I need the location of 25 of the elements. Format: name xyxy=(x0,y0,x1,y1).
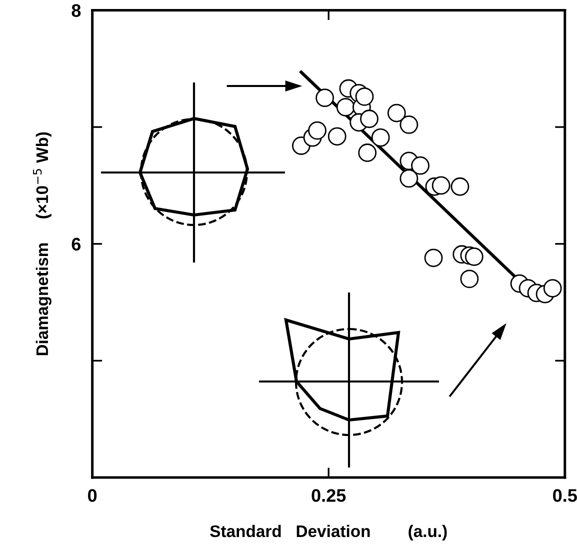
point xyxy=(464,248,484,266)
point xyxy=(308,121,326,140)
point xyxy=(543,279,562,298)
y-tick-label: 8 xyxy=(72,4,81,17)
point xyxy=(400,116,418,134)
point xyxy=(316,88,334,108)
point xyxy=(360,110,378,128)
point xyxy=(400,169,418,188)
point xyxy=(387,104,406,122)
point xyxy=(450,177,470,196)
point xyxy=(371,128,390,147)
y-tick-label: 6 xyxy=(72,238,81,251)
x-axis-title: Standard Deviation (a.u.) xyxy=(210,524,447,540)
point xyxy=(328,127,346,146)
point xyxy=(460,270,479,288)
y-axis-title: Diamagnetism (×10$^{−5}$ Wb) xyxy=(33,132,52,356)
point xyxy=(432,176,450,195)
x-tick-label: 0.5 xyxy=(553,489,577,502)
point xyxy=(358,144,377,162)
point xyxy=(411,156,430,175)
x-tick-label: 0 xyxy=(88,489,97,502)
point xyxy=(424,248,443,268)
point xyxy=(336,98,355,116)
point xyxy=(355,87,374,106)
x-tick-label: 0.25 xyxy=(312,489,346,502)
